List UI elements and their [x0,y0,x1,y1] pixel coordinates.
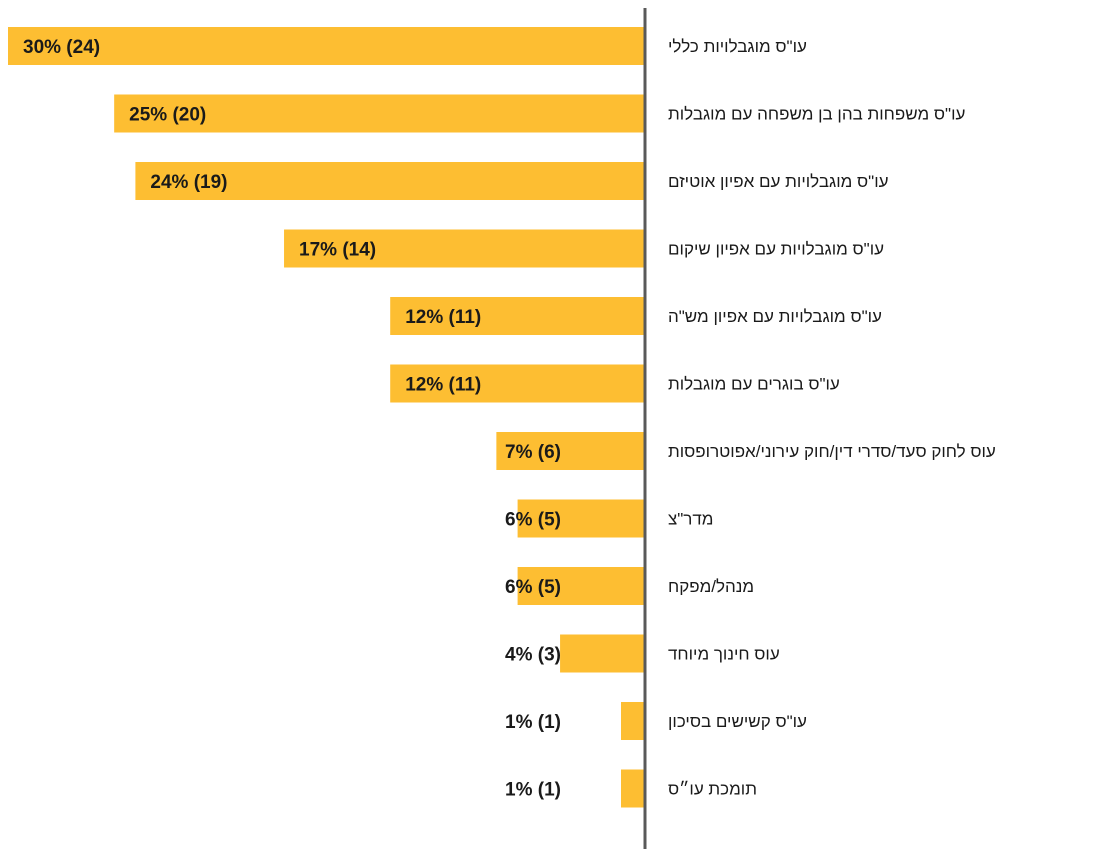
bar [135,162,645,200]
value-labels-group: 30% (24) 25% (20) 24% (19) 17% (14) 12% (11)… [23,37,561,801]
bar [8,27,645,65]
bar-value-label: 25% (20) [129,105,206,126]
category-label: עוס חינוך מיוחד [668,645,780,664]
bar [621,769,645,808]
category-label: עו"ס משפחות בהן בן משפחה עם מוגבלות [668,105,965,124]
bar-value-label: 7% (6) [505,442,561,463]
bar [114,94,645,133]
bar-value-label: 4% (3) [505,645,561,666]
bar [517,567,645,605]
category-label: מנהל/מפקח [668,577,754,596]
bar-value-label: 6% (5) [505,577,561,598]
category-label: מדר"צ [668,510,713,529]
category-label: עו"ס בוגרים עם מוגבלות [668,375,840,394]
bar [560,634,645,673]
category-label: עו"ס קשישים בסיכון [668,712,807,731]
bar [390,297,645,335]
bars-group [8,27,645,808]
bar-value-label: 17% (14) [299,240,376,261]
category-label: עו"ס מוגבלויות עם אפיון שיקום [668,240,884,259]
category-label: עוס לחוק סעד/סדרי דין/חוק עירוני/אפוטרופ… [668,442,996,461]
category-labels-group: עו"ס מוגבלויות כללי עו"ס משפחות בהן בן מש… [668,37,996,799]
bar-value-label: 12% (11) [405,307,481,328]
bar [284,229,645,268]
bar-value-label: 12% (11) [405,375,481,396]
bar-value-label: 30% (24) [23,37,100,58]
bar-value-label: 24% (19) [150,172,227,193]
category-label: עו"ס מוגבלויות עם אפיון מש"ה [668,307,882,326]
bar-value-label: 1% (1) [505,712,561,733]
category-label: עו"ס מוגבלויות כללי [668,37,807,56]
category-label: תומכת עו״ס [668,780,757,799]
bar-value-label: 1% (1) [505,780,561,801]
bar-value-label: 6% (5) [505,510,561,531]
bar [390,364,645,403]
bar [496,432,645,470]
bar [621,702,645,740]
bar [517,499,645,538]
category-label: עו"ס מוגבלויות עם אפיון אוטיזם [668,172,889,191]
